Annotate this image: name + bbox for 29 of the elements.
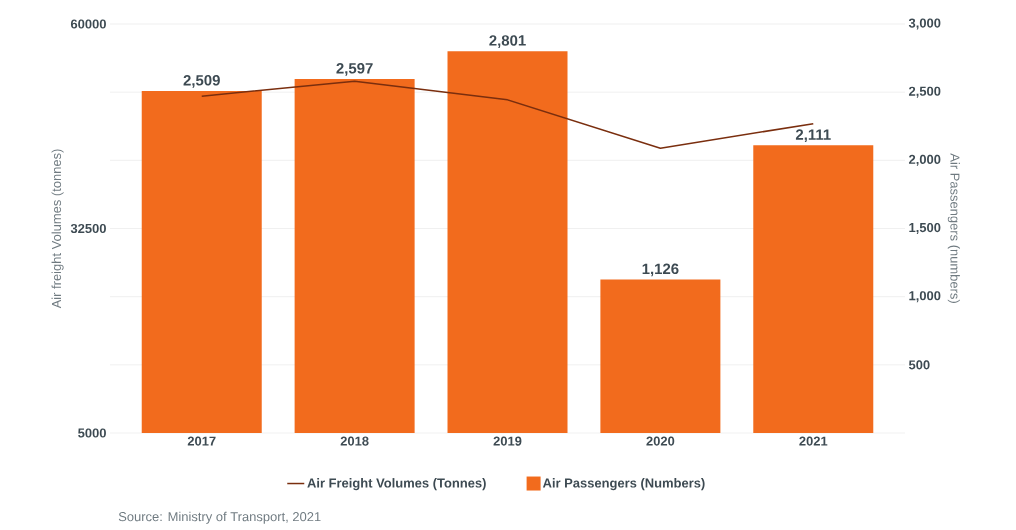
bar xyxy=(141,90,262,433)
bar xyxy=(600,279,721,433)
y2-tick-label: 3,000 xyxy=(908,18,941,30)
source-note: Source: Ministry of Transport, 2021 xyxy=(118,511,321,524)
data-label: 1,126 xyxy=(642,263,679,277)
bar xyxy=(753,145,874,433)
x-tick-label: 2021 xyxy=(799,436,828,446)
data-label: 2,801 xyxy=(489,35,526,48)
y-tick-label: 5000 xyxy=(78,428,106,438)
y-tick-label: 32500 xyxy=(70,223,106,234)
y2-axis-title: Air Passengers (numbers) xyxy=(947,153,960,303)
y2-tick-label: 500 xyxy=(908,360,930,370)
x-tick-label: 2019 xyxy=(493,436,522,446)
y2-tick-label: 2,500 xyxy=(908,86,941,98)
data-label: 2,509 xyxy=(183,74,220,88)
y2-tick-label: 2,000 xyxy=(908,154,941,166)
y-tick-label: 60000 xyxy=(70,19,106,29)
x-tick-label: 2020 xyxy=(646,436,675,446)
y2-tick-label: 1,000 xyxy=(909,291,941,303)
legend-label: Air Freight Volumes (Tonnes) xyxy=(307,478,486,491)
legend-label: Air Passengers (Numbers) xyxy=(542,478,705,491)
data-label: 2,111 xyxy=(795,129,831,142)
y2-tick-label: 1,500 xyxy=(909,222,941,235)
data-label: 2,597 xyxy=(336,62,373,76)
bar xyxy=(447,51,568,433)
x-tick-label: 2018 xyxy=(340,436,369,446)
y-axis-title: Air freight Volumes (tonnes) xyxy=(51,149,64,309)
bar xyxy=(294,78,415,433)
x-tick-label: 2017 xyxy=(187,436,216,446)
